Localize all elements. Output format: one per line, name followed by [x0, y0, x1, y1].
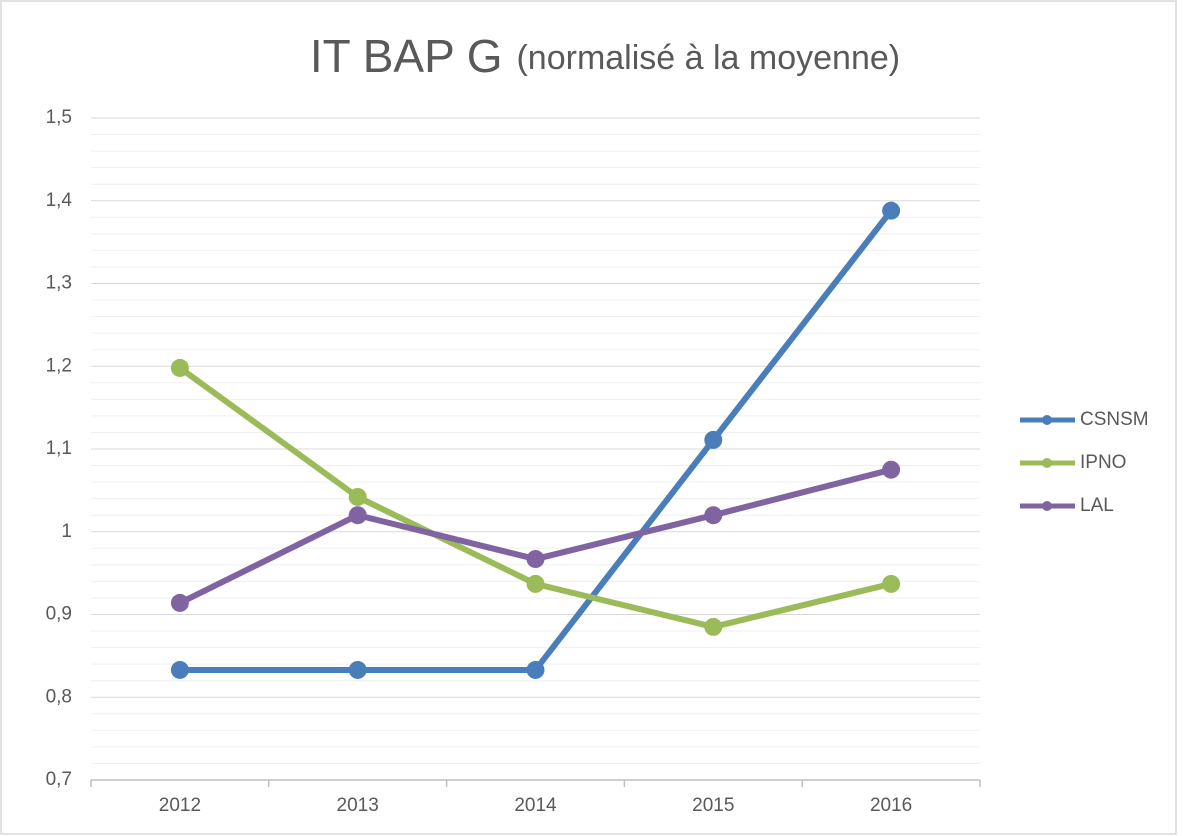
series-marker	[170, 593, 189, 612]
x-tick-label: 2016	[870, 795, 912, 816]
series-marker	[882, 201, 901, 220]
y-tick-label: 1,3	[46, 273, 72, 294]
chart-title: IT BAP G	[310, 30, 503, 82]
y-tick-label: 0,9	[46, 604, 72, 625]
series-marker	[704, 430, 723, 449]
y-tick-label: 1,2	[46, 355, 72, 376]
x-tick-label: 2012	[159, 795, 201, 816]
y-tick-label: 0,8	[46, 686, 72, 707]
legend-label: IPNO	[1080, 452, 1126, 473]
x-tick-label: 2015	[692, 795, 734, 816]
series-marker	[882, 574, 901, 593]
legend-marker	[1042, 458, 1052, 468]
legend-marker	[1042, 501, 1052, 511]
y-tick-label: 0,7	[46, 769, 72, 790]
series-marker	[170, 660, 189, 679]
chart-title-group: IT BAP G (normalisé à la moyenne)	[310, 30, 900, 82]
series-marker	[704, 506, 723, 525]
series-marker	[704, 617, 723, 636]
series-marker	[526, 550, 545, 569]
plot	[170, 201, 901, 679]
series-marker	[348, 506, 367, 525]
y-tick-label: 1,5	[46, 107, 72, 128]
y-tick-label: 1,4	[46, 190, 73, 211]
series-marker	[348, 660, 367, 679]
legend-label: CSNSM	[1080, 409, 1149, 430]
y-tick-label: 1,1	[46, 438, 72, 459]
grid	[90, 117, 981, 787]
series-marker	[170, 358, 189, 377]
x-tick-label: 2014	[514, 795, 557, 816]
series-marker	[526, 574, 545, 593]
x-tick-label: 2013	[337, 795, 379, 816]
series-marker	[882, 460, 901, 479]
legend-label: LAL	[1080, 495, 1114, 516]
chart-subtitle: (normalisé à la moyenne)	[516, 39, 900, 77]
series-marker	[348, 487, 367, 506]
series-marker	[526, 660, 545, 679]
legend-marker	[1042, 415, 1052, 425]
y-tick-label: 1	[61, 521, 72, 542]
